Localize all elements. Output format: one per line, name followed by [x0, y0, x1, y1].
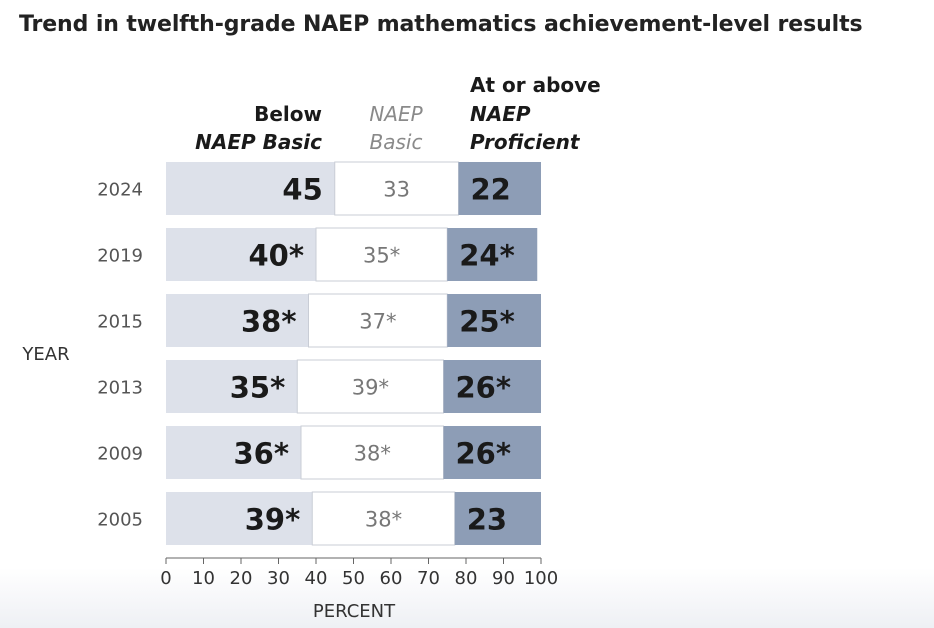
legend-proficient-line2: NAEP — [470, 102, 531, 126]
value-label-proficient-2005: 23 — [467, 503, 507, 537]
x-axis: 0 10 20 30 40 50 60 70 80 90 100 — [160, 557, 558, 589]
bar-row-2009: 2009 36* 38* 26* — [97, 425, 541, 480]
x-tick-label-20: 20 — [230, 568, 253, 589]
value-label-below-2015: 38* — [241, 305, 297, 339]
x-tick-label-100: 100 — [524, 568, 558, 589]
value-label-below-2009: 36* — [233, 437, 289, 471]
bar-below-2015 — [166, 294, 309, 347]
x-tick-label-90: 90 — [492, 568, 515, 589]
bar-row-2005: 2005 39* 38* 23 — [97, 491, 541, 546]
value-label-basic-2019: 35* — [363, 244, 400, 268]
x-tick-label-80: 80 — [455, 568, 478, 589]
value-label-proficient-2015: 25* — [459, 305, 515, 339]
value-label-basic-2005: 38* — [365, 508, 402, 532]
value-label-basic-2015: 37* — [359, 310, 396, 334]
x-tick-label-60: 60 — [380, 568, 403, 589]
bar-proficient-2024 — [458, 162, 541, 215]
legend-basic-line2: Basic — [370, 130, 423, 154]
chart-title: Trend in twelfth-grade NAEP mathematics … — [19, 12, 863, 37]
value-label-below-2013: 35* — [230, 371, 286, 405]
bar-below-2019 — [166, 228, 316, 281]
bar-basic-2015 — [308, 293, 448, 348]
value-label-proficient-2009: 26* — [456, 437, 512, 471]
year-label-2015: 2015 — [97, 312, 143, 333]
bar-basic-2013 — [296, 359, 444, 414]
bar-proficient-2005 — [454, 492, 541, 545]
value-label-basic-2013: 39* — [352, 376, 389, 400]
year-label-2013: 2013 — [97, 378, 143, 399]
bar-proficient-2013 — [443, 360, 541, 413]
value-label-proficient-2013: 26* — [456, 371, 512, 405]
legend-below-line2: NAEP Basic — [195, 130, 322, 154]
legend: Below NAEP Basic NAEP Basic At or above … — [195, 73, 601, 154]
bar-below-2009 — [166, 426, 301, 479]
bar-row-2015: 2015 38* 37* 25* — [97, 293, 541, 348]
value-label-below-2005: 39* — [245, 503, 301, 537]
bar-below-2024 — [166, 162, 335, 215]
year-label-2024: 2024 — [97, 180, 143, 201]
value-label-basic-2024: 33 — [383, 178, 410, 202]
bar-basic-2009 — [300, 425, 444, 480]
x-tick-label-50: 50 — [342, 568, 365, 589]
legend-proficient-line3: Proficient — [470, 130, 581, 154]
year-label-2009: 2009 — [97, 444, 143, 465]
x-tick-label-70: 70 — [417, 568, 440, 589]
x-tick-label-40: 40 — [305, 568, 328, 589]
bar-below-2013 — [166, 360, 298, 413]
value-label-below-2024: 45 — [282, 173, 322, 207]
bar-row-2019: 2019 40* 35* 24* — [97, 227, 538, 282]
bar-row-2024: 2024 45 33 22 — [97, 161, 541, 216]
bar-proficient-2019 — [447, 228, 538, 281]
bar-proficient-2015 — [447, 294, 541, 347]
x-tick-label-30: 30 — [267, 568, 290, 589]
value-label-basic-2009: 38* — [354, 442, 391, 466]
value-label-proficient-2024: 22 — [471, 173, 511, 207]
x-axis-title: PERCENT — [313, 601, 396, 622]
x-tick-label-10: 10 — [192, 568, 215, 589]
legend-proficient-line1: At or above — [470, 73, 601, 97]
legend-below-line1: Below — [254, 102, 322, 126]
year-label-2005: 2005 — [97, 510, 143, 531]
bar-below-2005 — [166, 492, 313, 545]
year-label-2019: 2019 — [97, 246, 143, 267]
bar-proficient-2009 — [443, 426, 541, 479]
bars-group: 2024 45 33 22 2019 40* 35* 24* 2015 38* 37* 25* 2013… — [97, 161, 541, 546]
bottom-fade — [0, 568, 934, 628]
value-label-below-2019: 40* — [248, 239, 304, 273]
y-axis-title: YEAR — [21, 344, 69, 365]
bar-row-2013: 2013 35* 39* 26* — [97, 359, 541, 414]
legend-basic-line1: NAEP — [369, 102, 423, 126]
x-tick-label-0: 0 — [160, 568, 171, 589]
value-label-proficient-2019: 24* — [459, 239, 515, 273]
